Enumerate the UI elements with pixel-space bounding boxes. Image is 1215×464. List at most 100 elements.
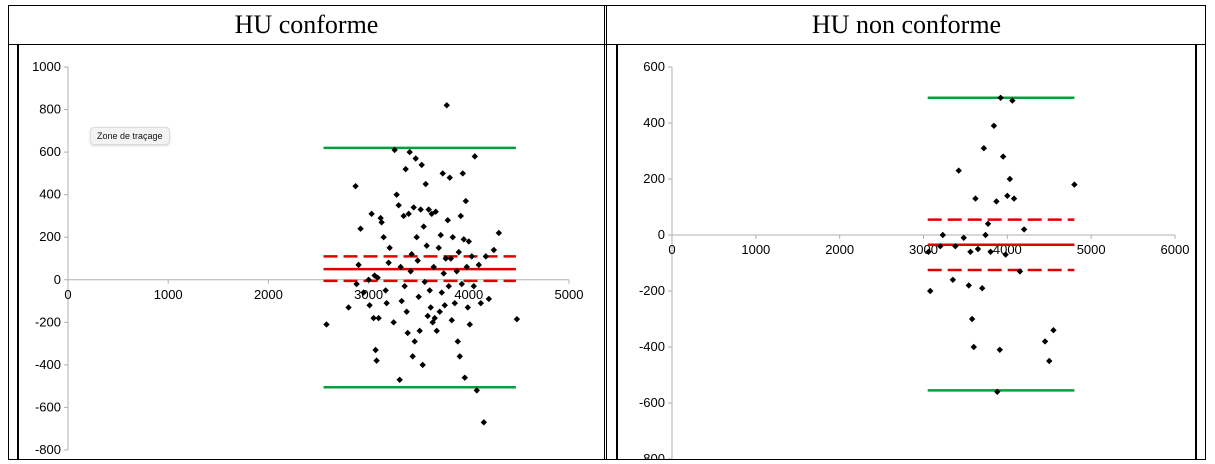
data-point [445, 282, 452, 290]
y-tick-label: 1000 [32, 59, 61, 74]
data-point [373, 357, 380, 364]
data-point [417, 206, 424, 213]
y-tick-label: -200 [35, 314, 61, 329]
data-point [1016, 268, 1024, 275]
data-point [1041, 338, 1049, 345]
data-point [1006, 175, 1014, 183]
data-point [396, 376, 403, 383]
data-point [477, 299, 485, 307]
data-point [473, 387, 481, 394]
data-point [419, 361, 426, 369]
y-tick-label: -400 [35, 357, 61, 372]
data-point [443, 102, 450, 109]
data-point [444, 217, 451, 224]
y-tick-label: -400 [639, 339, 665, 354]
y-tick-label: -800 [639, 451, 665, 459]
data-point [455, 248, 462, 256]
data-point [407, 268, 414, 275]
data-point [438, 289, 445, 296]
data-point [413, 234, 420, 241]
data-point [952, 243, 959, 250]
data-point [357, 225, 364, 232]
data-point [383, 299, 390, 307]
data-point [391, 146, 398, 154]
panel-left: -800 -600 -400 -200 0 200 400 600 800 1000 0 1000 20… [8, 45, 605, 459]
y-tick-label: -800 [35, 442, 61, 457]
data-point [451, 299, 458, 307]
data-point [360, 289, 367, 296]
data-point [436, 308, 443, 315]
data-point [412, 155, 419, 162]
y-tick-label: -600 [639, 395, 665, 410]
data-point [435, 244, 442, 252]
panel-right-border [1195, 45, 1197, 459]
data-point [393, 191, 400, 198]
data-point [454, 338, 461, 345]
data-point [418, 161, 425, 169]
data-point [368, 210, 375, 218]
panel-right: -800 -600 -400 -200 0 200 400 600 0 1000 2000 3000 4… [607, 45, 1206, 459]
data-point [433, 327, 440, 335]
data-point [965, 282, 972, 289]
data-point [377, 214, 384, 222]
data-point [485, 295, 493, 303]
x-tick-label: 4000 [454, 287, 483, 302]
data-point [386, 244, 393, 252]
x-tick-label: 2000 [254, 287, 283, 302]
data-point [408, 251, 415, 258]
data-point [380, 234, 387, 241]
data-point [448, 317, 455, 324]
data-point [987, 248, 994, 255]
data-point [949, 276, 957, 283]
data-point [432, 208, 439, 215]
panel-left-border [17, 45, 19, 459]
data-point [470, 282, 478, 290]
panel-right-left-border [616, 45, 618, 459]
y-tick-label: 0 [54, 272, 61, 287]
data-point [385, 259, 392, 266]
table-frame [8, 5, 1206, 460]
x-tick-label: 0 [64, 287, 71, 302]
data-point [480, 419, 488, 426]
data-point [355, 261, 362, 269]
data-point [453, 268, 460, 275]
data-point [927, 287, 934, 295]
data-point [967, 248, 974, 255]
data-point [461, 374, 468, 381]
data-point [458, 280, 465, 288]
y-tick-label: 200 [643, 171, 665, 186]
data-point [997, 94, 1004, 101]
data-point [468, 253, 476, 260]
data-point [490, 246, 498, 254]
data-point [972, 195, 979, 202]
data-point [372, 346, 379, 354]
x-tick-label: 0 [668, 242, 675, 257]
data-point [968, 315, 976, 323]
data-point [465, 238, 472, 245]
data-point [437, 231, 444, 239]
data-point [449, 234, 456, 241]
data-point [446, 174, 453, 181]
data-point [974, 245, 982, 253]
plot-area-tooltip: Zone de traçage [90, 127, 170, 145]
data-point [925, 248, 932, 255]
data-point [323, 321, 330, 328]
data-point [409, 353, 416, 360]
data-point [404, 329, 411, 337]
data-point [440, 270, 447, 277]
data-point [401, 282, 408, 290]
data-point [365, 276, 372, 283]
data-point [1071, 181, 1078, 188]
data-point [423, 242, 430, 249]
y-tick-label: 0 [658, 227, 665, 242]
x-tick-label: 6000 [1161, 242, 1190, 257]
data-point [982, 231, 989, 239]
data-point [414, 257, 421, 264]
y-tick-label: 600 [643, 59, 665, 74]
data-point [398, 297, 405, 305]
data-point [990, 122, 998, 129]
data-point [410, 204, 417, 211]
data-point [466, 321, 474, 328]
data-point [994, 388, 1001, 395]
